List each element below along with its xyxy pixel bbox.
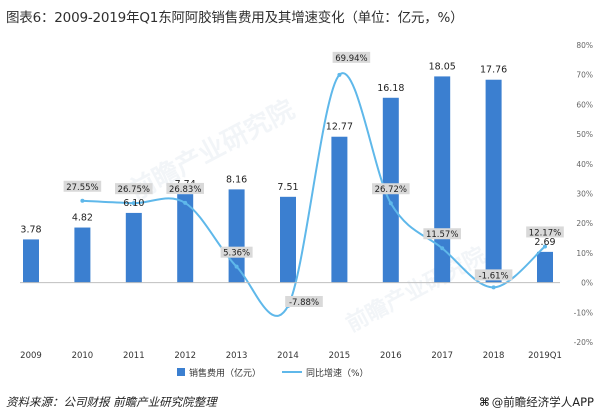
line-value-label: -7.88% [289, 298, 319, 308]
line-point [440, 246, 445, 251]
bar [74, 227, 91, 283]
line-point [543, 244, 547, 249]
x-tick-label: 2016 [380, 351, 402, 361]
bar-value-label: 12.77 [326, 122, 353, 133]
bar-value-label: 2.69 [534, 237, 555, 248]
bar-value-label: 17.76 [480, 65, 507, 76]
line-point [80, 198, 85, 203]
source-note: 资料来源：公司财报 前瞻产业研究院整理 [6, 395, 217, 409]
right-axis-tick-label: 20% [576, 219, 593, 228]
x-tick-label: 2012 [174, 351, 196, 361]
line-label-box [63, 180, 102, 192]
right-axis-tick-label: 0% [581, 279, 593, 288]
bar [485, 79, 502, 283]
line-label-box [285, 296, 323, 308]
right-axis-tick-label: 10% [576, 249, 593, 258]
right-axis-tick-label: 80% [576, 41, 593, 50]
line-label-box [372, 183, 410, 195]
line-value-label: 26.75% [118, 185, 150, 195]
line-label-box [526, 226, 564, 238]
right-axis-tick-label: 30% [576, 190, 593, 199]
line-label-box [220, 246, 253, 258]
bar-value-label: 8.16 [226, 174, 247, 185]
line-point [131, 201, 136, 206]
chart-title: 图表6：2009-2019年Q1东阿阿胶销售费用及其增速变化（单位：亿元，%） [6, 10, 464, 26]
bar [23, 239, 39, 283]
bar [434, 76, 451, 283]
x-tick-label: 2018 [483, 351, 505, 361]
line-labels: 27.55% 26.75% 26.83% 5.36% -7.88% 69.94% 26.72… [63, 51, 564, 308]
x-tick-label: 2009 [20, 351, 42, 361]
bar [177, 194, 194, 283]
line-point [234, 264, 239, 269]
bar [537, 251, 553, 283]
bar-value-label: 16.18 [377, 83, 404, 94]
line-point [491, 285, 496, 290]
x-tick-label: 2010 [72, 351, 94, 361]
bar-value-label: 18.05 [429, 61, 456, 72]
line-label-box [423, 228, 461, 240]
bar-value-label: 7.51 [277, 182, 298, 193]
line-label-box [166, 182, 204, 194]
line-value-label: -1.61% [479, 271, 509, 281]
bar-value-label: 4.82 [72, 213, 93, 224]
bar [228, 189, 245, 283]
right-axis-tick-label: -20% [574, 338, 593, 347]
line-label-box [115, 183, 153, 195]
line-value-label: 12.17% [529, 228, 561, 238]
right-axis-tick-label: 60% [576, 100, 593, 109]
line-point [337, 72, 342, 77]
right-axis-tick-label: 40% [576, 160, 593, 169]
line-label-box [474, 269, 513, 281]
line-value-label: 27.55% [66, 183, 98, 193]
bar [331, 136, 348, 283]
line-point [183, 200, 188, 205]
x-tick-label: 2019Q1 [528, 351, 562, 361]
bar-value-label: 3.78 [20, 224, 41, 235]
bar [280, 196, 296, 283]
bar-series [23, 76, 553, 283]
line-value-label: 11.57% [426, 230, 458, 240]
line-label-box [332, 51, 371, 63]
bar-value-label: 6.10 [123, 198, 144, 209]
legend-bar-label: 销售费用（亿元） [189, 367, 261, 379]
x-tick-label: 2014 [277, 351, 299, 361]
line-point [388, 201, 393, 206]
x-tick-label: 2013 [226, 351, 248, 361]
legend-bar-swatch [177, 368, 185, 376]
line-value-label: 69.94% [335, 54, 367, 64]
legend-line-label: 同比增速（%） [306, 367, 369, 379]
x-axis: 2009 2010 2011 2012 2013 2014 2015 2016 2017 2018… [20, 282, 562, 361]
line-value-label: 5.36% [223, 249, 250, 259]
line-value-label: 26.72% [375, 185, 407, 195]
right-axis-tick-label: -10% [574, 308, 593, 317]
brand-credit: ⌘ @前瞻经济学人APP [479, 394, 594, 410]
legend: 销售费用（亿元） 同比增速（%） [177, 367, 369, 379]
brand-text: @前瞻经济学人APP [491, 395, 594, 409]
x-tick-label: 2015 [329, 351, 351, 361]
bar [125, 212, 142, 283]
x-tick-label: 2011 [123, 351, 145, 361]
x-tick-label: 2017 [431, 351, 453, 361]
line-value-label: 26.83% [169, 185, 201, 195]
growth-line [82, 72, 546, 317]
brand-icon: ⌘ [479, 395, 490, 409]
right-axis-tick-label: 50% [576, 130, 593, 139]
line-series [80, 72, 547, 317]
right-axis-tick-label: 70% [576, 71, 593, 80]
right-axis: -20% -10% 0% 10% 20% 30% 40% 50% 60% 70% 80% [574, 41, 593, 347]
